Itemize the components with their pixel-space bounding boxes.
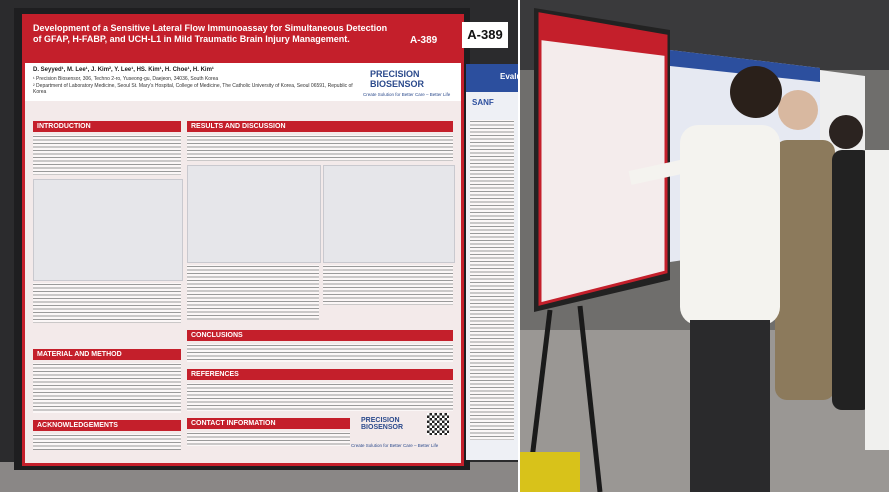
person-woman xyxy=(832,150,872,410)
section-header: RESULTS AND DISCUSSION xyxy=(187,121,453,132)
poster-angled-title xyxy=(540,14,666,56)
authors: D. Seyyed¹, M. Lee¹, J. Kim², Y. Lee¹, H… xyxy=(33,67,214,73)
caption xyxy=(33,283,181,323)
section-header: ACKNOWLEDGEMENTS xyxy=(33,420,181,431)
body-text xyxy=(187,344,453,362)
section-header: MATERIAL AND METHOD xyxy=(33,349,181,360)
tagline: Create Solution for Better Care – Better… xyxy=(363,92,451,97)
easel-leg xyxy=(577,305,603,492)
caption xyxy=(323,265,453,305)
body-text xyxy=(33,135,181,175)
section-header: CONTACT INFORMATION xyxy=(187,418,350,429)
poster-angled xyxy=(538,12,668,306)
person-older-man xyxy=(775,140,835,400)
body-text xyxy=(470,120,514,440)
neighbor-title-bar xyxy=(466,64,518,92)
body-text xyxy=(187,135,453,161)
second-poster-title xyxy=(670,50,820,82)
head xyxy=(829,115,863,149)
trousers xyxy=(690,320,770,492)
person-edge xyxy=(865,150,889,450)
tagline: Create Solution for Better Care – Better… xyxy=(351,443,439,448)
head xyxy=(778,90,818,130)
body-text xyxy=(187,383,453,411)
head xyxy=(730,66,782,118)
poster: Development of a Sensitive Lateral Flow … xyxy=(22,14,464,466)
board-sign: A-389 xyxy=(462,22,508,48)
arm xyxy=(628,158,692,185)
poster-id: A-389 xyxy=(410,35,438,46)
yellow-bag xyxy=(520,452,580,492)
figure xyxy=(187,165,321,263)
poster-title: Development of a Sensitive Lateral Flow … xyxy=(33,23,388,44)
figure xyxy=(33,179,183,281)
qr-code xyxy=(427,413,449,435)
neighbor-logo: SANF xyxy=(472,98,494,107)
affiliation: ² Department of Laboratory Medicine, Seo… xyxy=(33,83,353,95)
section-header: CONCLUSIONS xyxy=(187,330,453,341)
section-header: INTRODUCTION xyxy=(33,121,181,132)
logo: PRECISION BIOSENSOR xyxy=(361,417,404,431)
body-text xyxy=(33,434,181,450)
section-header: REFERENCES xyxy=(187,369,453,380)
author-strip xyxy=(25,63,461,101)
figure xyxy=(323,165,455,263)
neighbor-poster: Evalu SANF xyxy=(466,64,522,460)
caption xyxy=(187,265,319,320)
title-bar xyxy=(25,17,461,63)
affiliation: ¹ Precision Biosensor, 306, Techno 2-ro,… xyxy=(33,76,219,82)
body-text xyxy=(33,363,181,413)
person-white-shirt xyxy=(680,125,780,325)
neighbor-title: Evalu xyxy=(500,72,522,81)
right-photo xyxy=(520,0,889,492)
body-text xyxy=(187,432,350,446)
logo: PRECISION BIOSENSOR xyxy=(370,69,425,89)
